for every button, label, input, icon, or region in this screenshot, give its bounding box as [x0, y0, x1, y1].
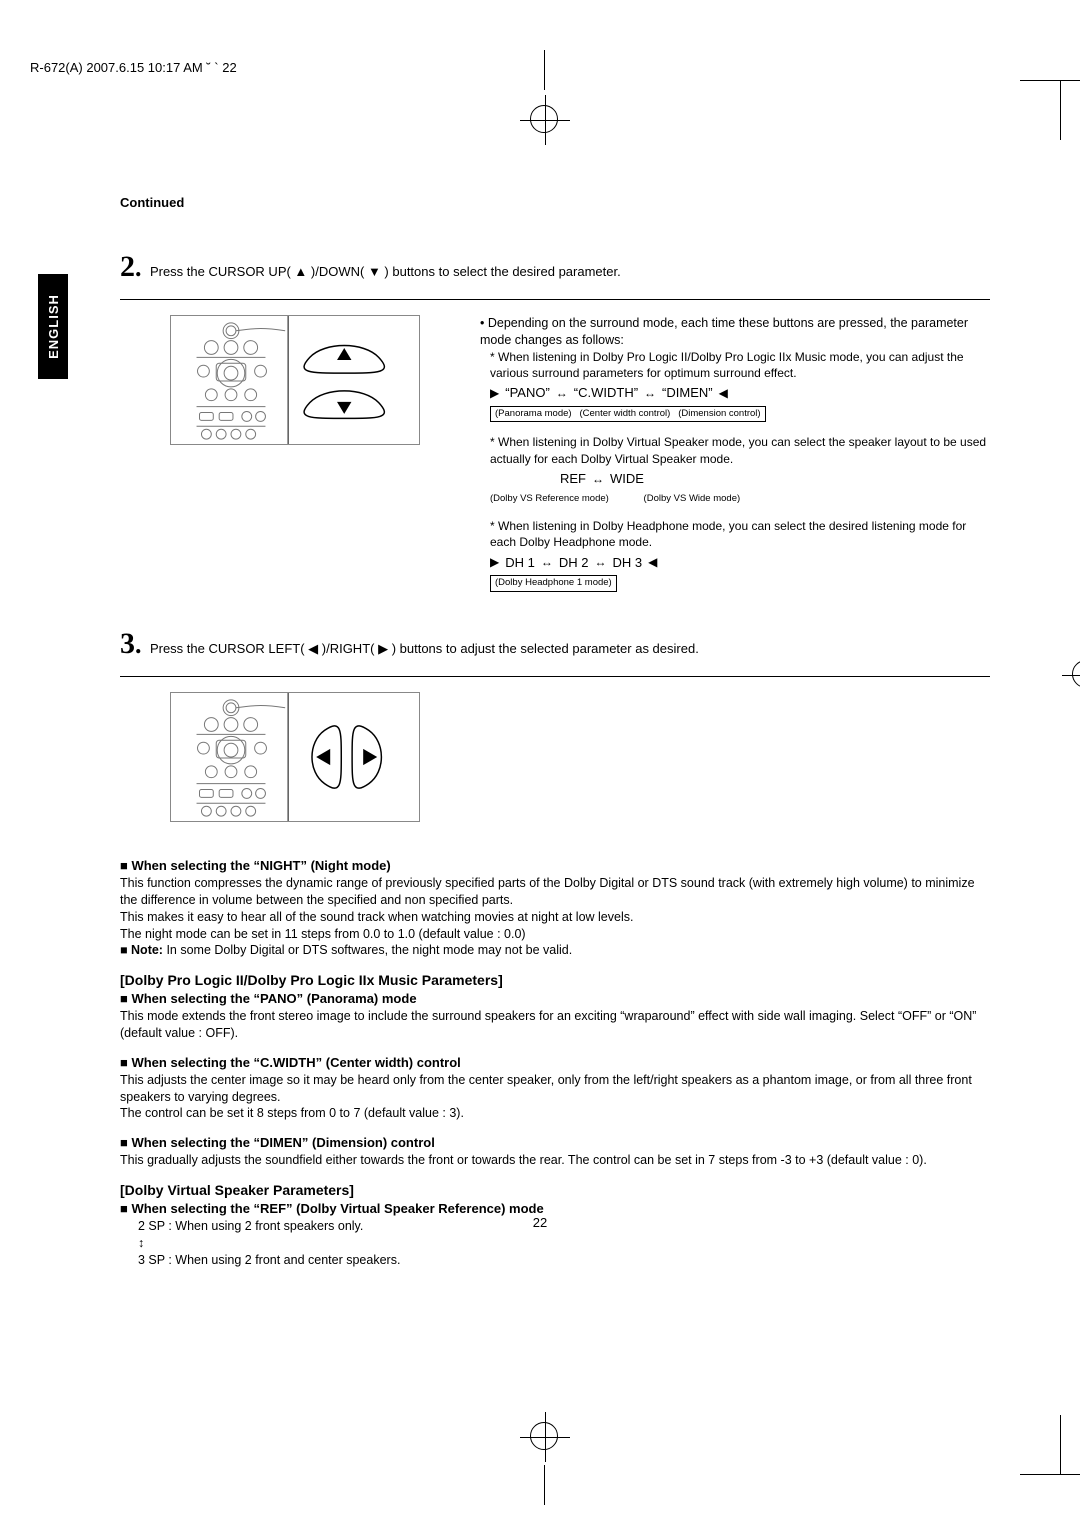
- para: This function compresses the dynamic ran…: [120, 876, 975, 941]
- dimen: “DIMEN”: [662, 384, 713, 402]
- remote-svg: [171, 316, 419, 444]
- ref-line2: 3 SP : When using 2 front and center spe…: [120, 1252, 990, 1269]
- heading: When selecting the “REF” (Dolby Virtual …: [131, 1201, 543, 1216]
- cwidth: “C.WIDTH”: [574, 384, 638, 402]
- dh3: DH 3: [612, 554, 642, 572]
- divider: [120, 299, 990, 300]
- step-3: 3. Press the CURSOR LEFT( ◀ )/RIGHT( ▶ )…: [120, 627, 990, 661]
- remote-svg: [171, 693, 419, 821]
- dh2: DH 2: [559, 554, 589, 572]
- remote-diagram-leftright: [170, 692, 420, 822]
- crop-mark-right-middle: [1072, 660, 1080, 688]
- ref-lbl: (Dolby VS Reference mode): [490, 493, 609, 504]
- crop-mark-right-bottom: [1020, 1415, 1080, 1475]
- dh1-lbl: (Dolby Headphone 1 mode): [495, 577, 612, 588]
- cwidth-section: ■ When selecting the “C.WIDTH” (Center w…: [120, 1054, 990, 1123]
- star3: * When listening in Dolby Headphone mode…: [480, 518, 990, 550]
- night-section: ■ When selecting the “NIGHT” (Night mode…: [120, 857, 990, 959]
- heading: When selecting the “NIGHT” (Night mode): [131, 858, 390, 873]
- heading: When selecting the “C.WIDTH” (Center wid…: [131, 1055, 460, 1070]
- crop-mark-top: [530, 50, 558, 133]
- step-dot: .: [135, 253, 142, 282]
- step-text: Press the CURSOR LEFT( ◀ )/RIGHT( ▶ ) bu…: [150, 641, 699, 656]
- dimen-lbl: (Dimension control): [678, 408, 760, 419]
- para: This gradually adjusts the soundfield ei…: [120, 1153, 927, 1167]
- page-number: 22: [0, 1215, 1080, 1230]
- remote-diagram-updown: [170, 315, 420, 445]
- heading: When selecting the “DIMEN” (Dimension) c…: [131, 1135, 434, 1150]
- step-dot: .: [135, 630, 142, 659]
- wide-lbl: (Dolby VS Wide mode): [644, 493, 741, 504]
- pano: “PANO”: [505, 384, 550, 402]
- note-text: In some Dolby Digital or DTS softwares, …: [163, 943, 572, 957]
- dpl-section: [Dolby Pro Logic II/Dolby Pro Logic IIx …: [120, 971, 990, 1042]
- file-header: R-672(A) 2007.6.15 10:17 AM ˘ ` 22: [30, 60, 237, 75]
- step-text: Press the CURSOR UP( ▲ )/DOWN( ▼ ) butto…: [150, 264, 621, 279]
- cwidth-lbl: (Center width control): [579, 408, 670, 419]
- heading: When selecting the “PANO” (Panorama) mod…: [131, 991, 416, 1006]
- language-tab: ENGLISH: [38, 274, 68, 379]
- ref: REF: [560, 470, 586, 488]
- heading: [Dolby Pro Logic II/Dolby Pro Logic IIx …: [120, 971, 990, 990]
- star2: * When listening in Dolby Virtual Speake…: [480, 434, 990, 466]
- step2-description: • Depending on the surround mode, each t…: [480, 315, 990, 592]
- para: This adjusts the center image so it may …: [120, 1073, 972, 1121]
- star1: * When listening in Dolby Pro Logic II/D…: [480, 349, 990, 381]
- dimen-section: ■ When selecting the “DIMEN” (Dimension)…: [120, 1134, 990, 1169]
- step-number: 3: [120, 627, 135, 660]
- page-content: Continued 2. Press the CURSOR UP( ▲ )/DO…: [120, 195, 990, 1268]
- continued-label: Continued: [120, 195, 990, 210]
- language-label: ENGLISH: [46, 294, 61, 359]
- step-2: 2. Press the CURSOR UP( ▲ )/DOWN( ▼ ) bu…: [120, 250, 990, 284]
- divider: [120, 676, 990, 677]
- step-number: 2: [120, 250, 135, 283]
- note-label: Note:: [131, 943, 163, 957]
- wide: WIDE: [610, 470, 644, 488]
- crop-mark-bottom: [530, 1422, 558, 1505]
- para: This mode extends the front stereo image…: [120, 1009, 976, 1040]
- bullet-text: Depending on the surround mode, each tim…: [480, 316, 968, 347]
- heading: [Dolby Virtual Speaker Parameters]: [120, 1181, 990, 1200]
- step2-diagram-row: • Depending on the surround mode, each t…: [120, 315, 990, 592]
- pano-lbl: (Panorama mode): [495, 408, 572, 419]
- dh1: DH 1: [505, 554, 535, 572]
- crop-mark-right-top: [1020, 80, 1080, 140]
